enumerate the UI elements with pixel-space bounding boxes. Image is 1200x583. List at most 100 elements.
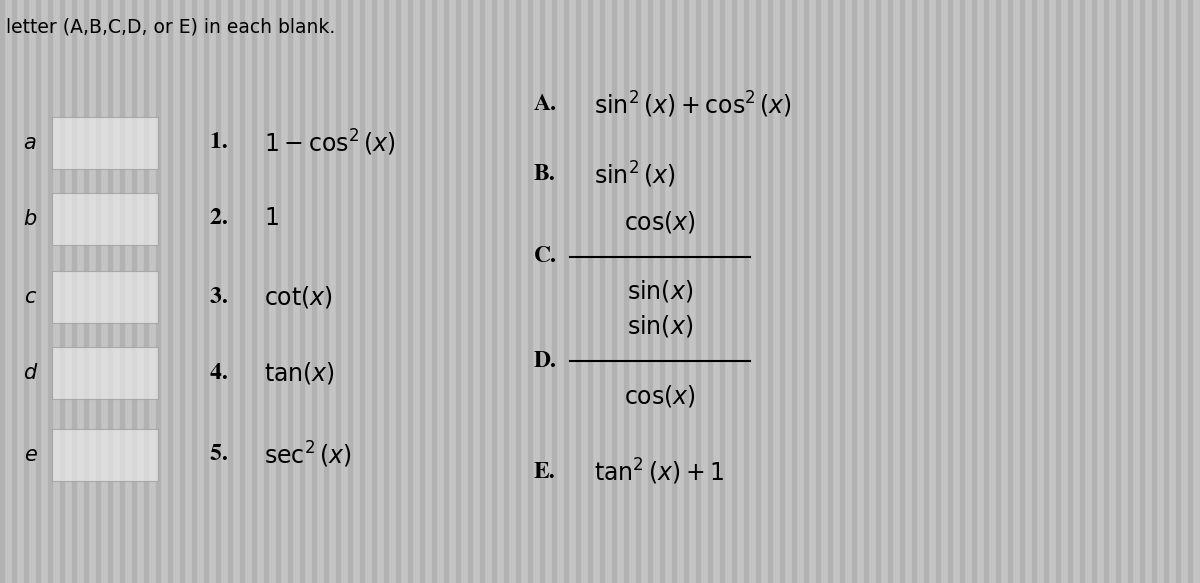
Bar: [384, 0, 389, 583]
Bar: [6, 0, 12, 583]
Bar: [96, 0, 101, 583]
Bar: [792, 0, 797, 583]
Bar: [288, 0, 293, 583]
Bar: [204, 0, 210, 583]
Bar: [414, 0, 420, 583]
Bar: [216, 0, 222, 583]
Bar: [456, 0, 461, 583]
Bar: [144, 0, 150, 583]
Bar: [1122, 0, 1128, 583]
Bar: [408, 0, 413, 583]
Bar: [960, 0, 965, 583]
Text: $1$: $1$: [264, 208, 278, 230]
Text: 5.: 5.: [210, 444, 234, 465]
Bar: [336, 0, 342, 583]
Text: $\cot(x)$: $\cot(x)$: [264, 285, 334, 310]
Bar: [168, 0, 174, 583]
Bar: [486, 0, 492, 583]
Bar: [318, 0, 324, 583]
Bar: [1158, 0, 1163, 583]
Bar: [420, 0, 425, 583]
Text: 4.: 4.: [210, 363, 234, 384]
Bar: [636, 0, 641, 583]
Bar: [354, 0, 360, 583]
Bar: [948, 0, 953, 583]
Text: A.: A.: [534, 94, 557, 115]
Bar: [894, 0, 900, 583]
Text: b: b: [23, 209, 37, 229]
Bar: [108, 0, 114, 583]
Bar: [678, 0, 683, 583]
Bar: [882, 0, 888, 583]
Bar: [426, 0, 432, 583]
Bar: [870, 0, 876, 583]
Text: $\cos(x)$: $\cos(x)$: [624, 384, 696, 409]
Bar: [1038, 0, 1043, 583]
Text: B.: B.: [534, 164, 556, 185]
Bar: [738, 0, 744, 583]
Bar: [846, 0, 852, 583]
Bar: [264, 0, 269, 583]
Bar: [924, 0, 930, 583]
Bar: [222, 0, 228, 583]
Bar: [540, 0, 545, 583]
Bar: [60, 0, 66, 583]
Bar: [324, 0, 329, 583]
Bar: [852, 0, 857, 583]
Bar: [606, 0, 612, 583]
Bar: [300, 0, 305, 583]
Bar: [1074, 0, 1080, 583]
Bar: [936, 0, 942, 583]
Bar: [24, 0, 29, 583]
Bar: [228, 0, 233, 583]
Bar: [480, 0, 485, 583]
Bar: [750, 0, 756, 583]
Bar: [162, 0, 168, 583]
Bar: [192, 0, 197, 583]
Text: $\tan(x)$: $\tan(x)$: [264, 360, 335, 386]
Bar: [954, 0, 960, 583]
Bar: [576, 0, 581, 583]
Text: E.: E.: [534, 462, 556, 483]
Text: d: d: [23, 363, 37, 383]
Bar: [768, 0, 774, 583]
Bar: [588, 0, 593, 583]
Bar: [810, 0, 816, 583]
Bar: [48, 0, 54, 583]
Bar: [366, 0, 372, 583]
Bar: [522, 0, 528, 583]
Bar: [306, 0, 312, 583]
Bar: [612, 0, 618, 583]
Bar: [1134, 0, 1139, 583]
Bar: [180, 0, 186, 583]
Bar: [174, 0, 180, 583]
Bar: [840, 0, 845, 583]
Bar: [666, 0, 672, 583]
Bar: [708, 0, 713, 583]
FancyBboxPatch shape: [52, 347, 158, 399]
Bar: [252, 0, 257, 583]
Bar: [714, 0, 720, 583]
Bar: [1008, 0, 1013, 583]
Bar: [546, 0, 552, 583]
Bar: [756, 0, 762, 583]
Bar: [1140, 0, 1145, 583]
Bar: [270, 0, 276, 583]
Bar: [912, 0, 918, 583]
Bar: [282, 0, 288, 583]
Text: $1 - \cos^{2}(x)$: $1 - \cos^{2}(x)$: [264, 128, 395, 158]
Bar: [900, 0, 906, 583]
Bar: [1056, 0, 1061, 583]
Bar: [1068, 0, 1073, 583]
Bar: [432, 0, 437, 583]
Bar: [780, 0, 785, 583]
Bar: [30, 0, 36, 583]
Bar: [360, 0, 365, 583]
Text: a: a: [24, 133, 36, 153]
Bar: [534, 0, 540, 583]
Bar: [582, 0, 588, 583]
Bar: [156, 0, 161, 583]
Bar: [996, 0, 1001, 583]
Bar: [150, 0, 156, 583]
Bar: [1032, 0, 1037, 583]
